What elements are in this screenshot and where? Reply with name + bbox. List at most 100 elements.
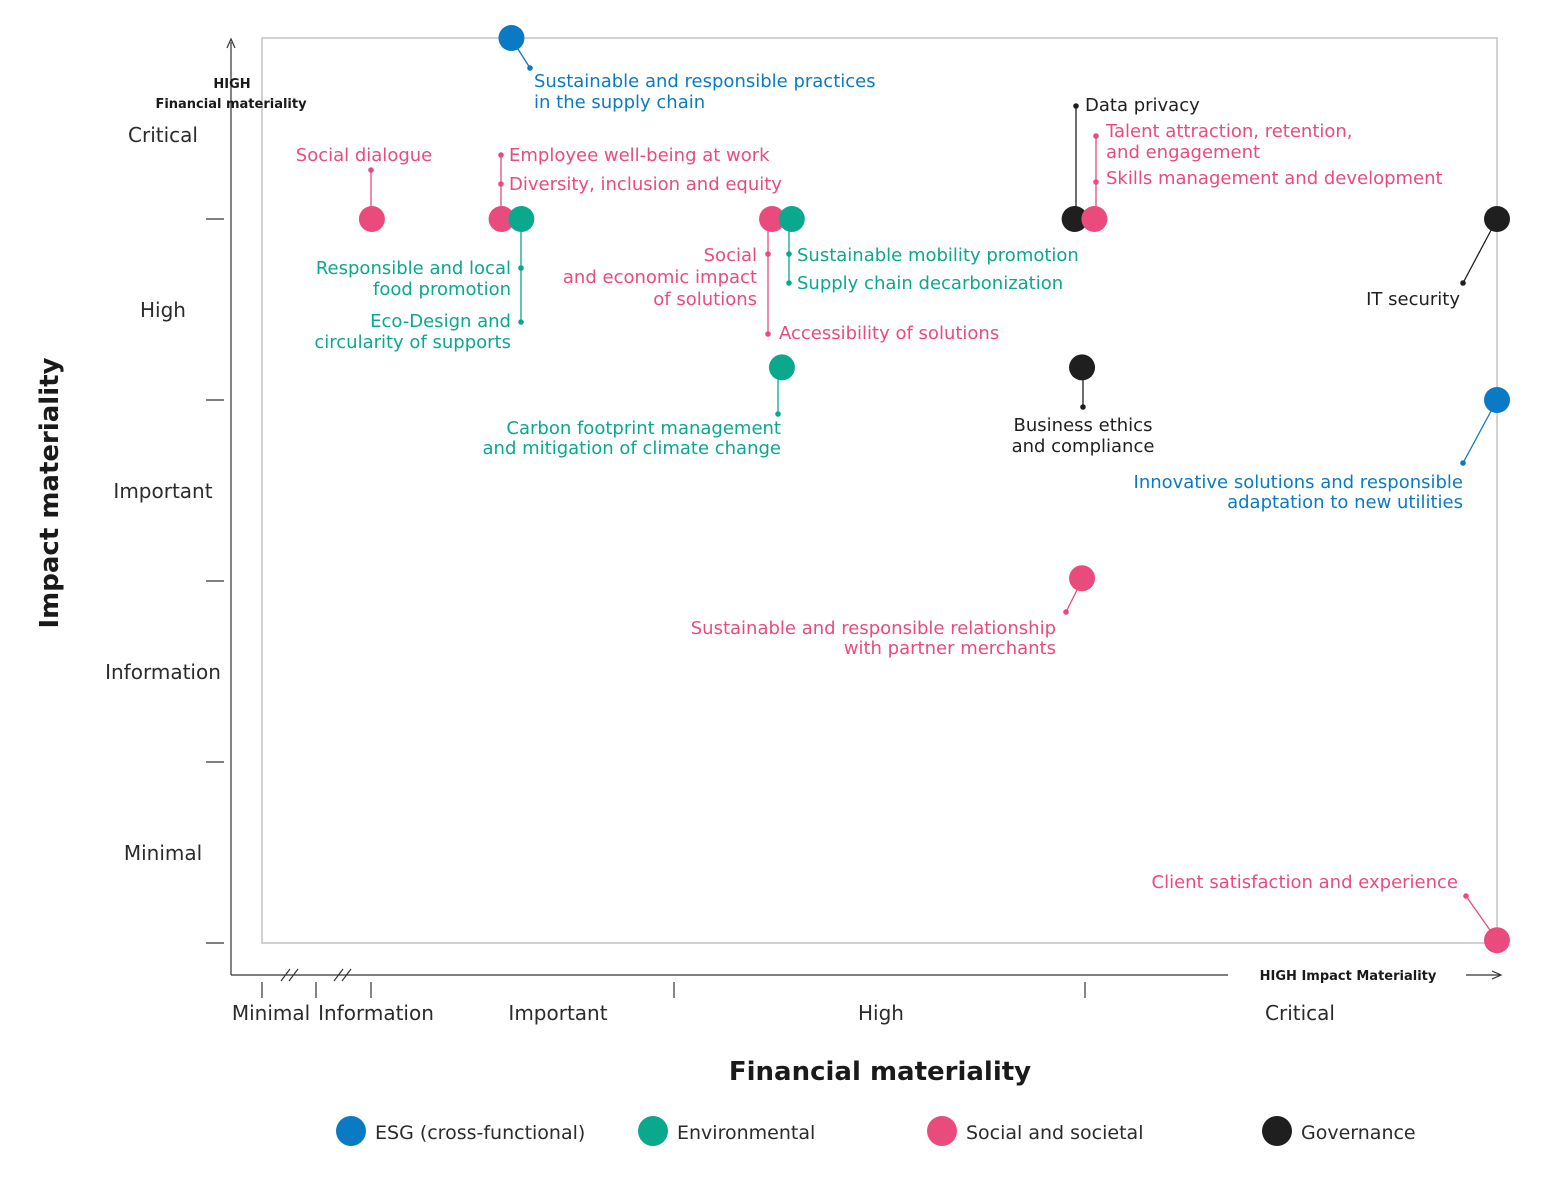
legend-label-social: Social and societal bbox=[966, 1122, 1143, 1144]
label-skills: Skills management and development bbox=[1106, 168, 1443, 189]
label-social-economic-impact: of solutions bbox=[653, 289, 757, 310]
y-corner-label: Financial materiality bbox=[155, 97, 307, 112]
label-food-promotion: Responsible and local bbox=[316, 258, 511, 279]
leader-dot bbox=[1063, 609, 1069, 615]
data-point-esg bbox=[1484, 387, 1510, 413]
label-social-dialogue: Social dialogue bbox=[296, 145, 432, 166]
axis-break-mark bbox=[333, 968, 344, 982]
label-employee-wellbeing: Employee well-being at work bbox=[509, 145, 770, 166]
label-diversity: Diversity, inclusion and equity bbox=[509, 174, 782, 195]
data-point-social bbox=[1069, 565, 1096, 592]
label-it-security: IT security bbox=[1366, 289, 1460, 310]
x-tick-label: Information bbox=[318, 1001, 434, 1025]
label-business-ethics: and compliance bbox=[1012, 436, 1155, 457]
label-partner-merchants: with partner merchants bbox=[844, 638, 1056, 659]
leader-dot bbox=[498, 181, 504, 187]
data-point-governance bbox=[1069, 354, 1096, 381]
leader-dot bbox=[1073, 103, 1079, 109]
x-tick-label: Critical bbox=[1265, 1001, 1335, 1025]
axis-break-mark bbox=[341, 968, 352, 982]
x-tick-label: Minimal bbox=[232, 1001, 310, 1025]
data-point-social bbox=[759, 206, 786, 232]
leader-dot bbox=[368, 167, 374, 173]
label-decarbonization: Supply chain decarbonization bbox=[797, 273, 1063, 294]
y-tick-label: Minimal bbox=[124, 841, 202, 865]
y-axis-arrow-icon bbox=[226, 37, 236, 49]
label-eco-design: circularity of supports bbox=[314, 332, 511, 353]
leader-end-dots bbox=[368, 65, 1469, 899]
legend-label-environmental: Environmental bbox=[677, 1122, 815, 1144]
legend-swatch-social bbox=[927, 1116, 957, 1146]
x-axis-arrow-icon bbox=[1491, 970, 1503, 980]
y-tick-marks bbox=[206, 218, 224, 944]
label-innovative-solutions: adaptation to new utilities bbox=[1227, 492, 1463, 513]
data-point-environmental bbox=[508, 206, 535, 232]
leader-dot bbox=[518, 265, 524, 271]
point-labels: Sustainable and responsible practices in… bbox=[296, 71, 1463, 893]
label-carbon-footprint: and mitigation of climate change bbox=[483, 438, 781, 459]
data-point-social bbox=[488, 206, 515, 232]
y-tick-label: Information bbox=[105, 660, 221, 684]
label-mobility: Sustainable mobility promotion bbox=[797, 245, 1079, 266]
x-tick-label: High bbox=[858, 1001, 904, 1025]
x-tick-marks bbox=[261, 982, 1086, 998]
legend-swatch-environmental bbox=[638, 1116, 668, 1146]
legend-swatch-esg bbox=[336, 1116, 366, 1146]
leader-dot bbox=[765, 331, 771, 337]
y-corner-label: HIGH bbox=[213, 77, 250, 92]
leader-dot bbox=[765, 251, 771, 257]
label-accessibility: Accessibility of solutions bbox=[779, 323, 999, 344]
label-talent: and engagement bbox=[1106, 142, 1260, 163]
data-point-esg bbox=[498, 25, 525, 51]
label-partner-merchants: Sustainable and responsible relationship bbox=[691, 618, 1056, 639]
leader-dot bbox=[518, 319, 524, 325]
legend: ESG (cross-functional) Environmental Soc… bbox=[336, 1116, 1416, 1146]
data-point-social bbox=[1484, 927, 1510, 954]
data-point-environmental bbox=[768, 354, 795, 381]
label-supply-chain-practices: in the supply chain bbox=[534, 92, 705, 113]
leader-dot bbox=[498, 152, 504, 158]
data-point-social bbox=[1081, 206, 1108, 232]
label-talent: Talent attraction, retention, bbox=[1105, 121, 1353, 142]
label-food-promotion: food promotion bbox=[373, 279, 511, 300]
x-corner-label: HIGH Impact Materiality bbox=[1260, 969, 1437, 984]
axis-break-mark bbox=[280, 968, 291, 982]
data-point-governance bbox=[1061, 206, 1088, 232]
legend-label-esg: ESG (cross-functional) bbox=[375, 1122, 585, 1144]
axis-break-mark bbox=[288, 968, 299, 982]
leader-dot bbox=[1460, 460, 1466, 466]
axis-break-marks bbox=[280, 968, 352, 982]
y-axis-title: Impact materiality bbox=[35, 357, 65, 628]
y-tick-label: High bbox=[140, 298, 186, 322]
label-innovative-solutions: Innovative solutions and responsible bbox=[1134, 472, 1463, 493]
x-tick-label: Important bbox=[508, 1001, 607, 1025]
label-eco-design: Eco-Design and bbox=[370, 311, 511, 332]
data-point-governance bbox=[1484, 206, 1510, 232]
plot-frame bbox=[261, 37, 1498, 944]
leader-dot bbox=[786, 251, 792, 257]
label-social-economic-impact: and economic impact bbox=[563, 267, 757, 288]
label-data-privacy: Data privacy bbox=[1085, 95, 1200, 116]
leader-dot bbox=[1463, 893, 1469, 899]
label-client-satisfaction: Client satisfaction and experience bbox=[1152, 872, 1459, 893]
legend-label-governance: Governance bbox=[1301, 1122, 1416, 1144]
y-tick-label: Critical bbox=[128, 123, 198, 147]
legend-swatch-governance bbox=[1262, 1116, 1292, 1146]
label-social-economic-impact: Social bbox=[704, 245, 757, 266]
leader-dot bbox=[1460, 280, 1466, 286]
data-point-social bbox=[358, 206, 385, 232]
leader-dot bbox=[775, 411, 781, 417]
leader-dot bbox=[786, 280, 792, 286]
leader-dot bbox=[1093, 179, 1099, 185]
data-points bbox=[358, 25, 1510, 954]
label-business-ethics: Business ethics bbox=[1014, 415, 1153, 436]
leader-dot bbox=[527, 65, 533, 71]
x-axis-title: Financial materiality bbox=[729, 1057, 1031, 1087]
label-carbon-footprint: Carbon footprint management bbox=[506, 418, 781, 439]
leader-dot bbox=[1080, 404, 1086, 410]
data-point-environmental bbox=[778, 206, 805, 232]
y-tick-label: Important bbox=[113, 479, 212, 503]
leader-dot bbox=[1093, 133, 1099, 139]
label-supply-chain-practices: Sustainable and responsible practices bbox=[534, 71, 876, 92]
